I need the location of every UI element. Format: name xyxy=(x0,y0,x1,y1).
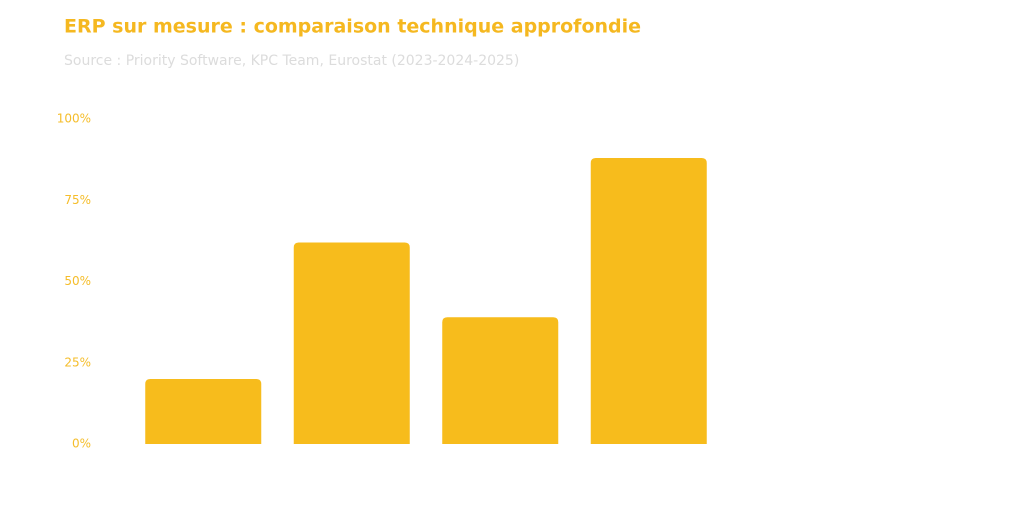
y-tick-label: 75% xyxy=(64,193,91,207)
bar xyxy=(293,242,410,444)
y-tick-label: 50% xyxy=(64,274,91,288)
y-tick-label: 0% xyxy=(72,437,91,451)
y-tick-label: 25% xyxy=(64,355,91,369)
chart-title: ERP sur mesure : comparaison technique a… xyxy=(64,16,641,38)
chart-subtitle: Source : Priority Software, KPC Team, Eu… xyxy=(64,53,519,69)
y-tick-label: 100% xyxy=(57,112,91,126)
bar xyxy=(442,317,559,444)
bar xyxy=(590,158,707,444)
bar xyxy=(145,379,262,444)
